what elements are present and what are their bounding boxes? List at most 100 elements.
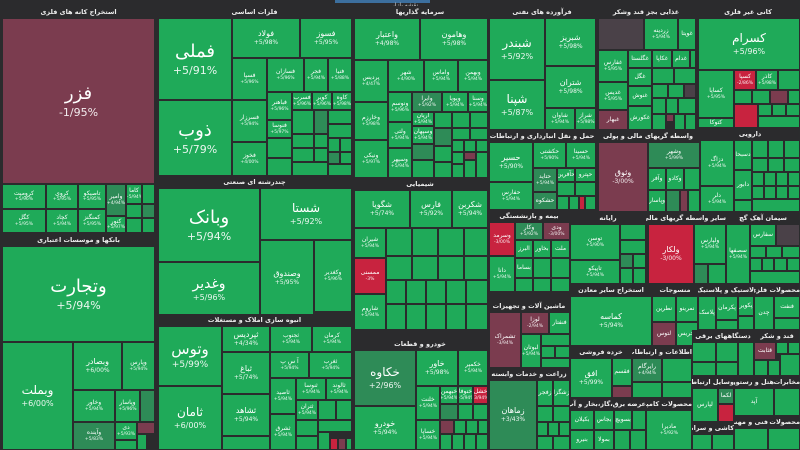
tile[interactable] bbox=[633, 254, 646, 268]
tile[interactable] bbox=[476, 152, 488, 178]
tile[interactable] bbox=[694, 264, 708, 284]
tile-zob[interactable]: ذوب +5/79% bbox=[158, 100, 232, 176]
tile-vaira[interactable]: وایرا +5/92% bbox=[412, 92, 442, 112]
tile[interactable] bbox=[776, 224, 800, 246]
tile[interactable] bbox=[440, 420, 454, 434]
tile[interactable] bbox=[553, 406, 570, 422]
tile[interactable] bbox=[752, 186, 764, 199]
tile-khavar[interactable]: خاور +5/98% bbox=[416, 350, 458, 386]
tile-ghkoorosh[interactable]: غکورش bbox=[628, 106, 652, 130]
tile[interactable] bbox=[406, 304, 426, 330]
tile-hashkooh[interactable]: حشکوه bbox=[533, 192, 557, 210]
tile-samaan[interactable]: ثامان +6/00% bbox=[158, 386, 222, 450]
tile[interactable] bbox=[292, 110, 314, 134]
tile[interactable] bbox=[633, 268, 646, 284]
tile-ghdam[interactable]: غدام bbox=[672, 50, 690, 68]
tile-khbahman[interactable]: خبهمن +5/94% bbox=[440, 386, 458, 404]
tile-zfajr[interactable]: زفجر bbox=[537, 380, 553, 406]
tile[interactable] bbox=[412, 160, 434, 178]
tile-chadan[interactable]: چدن bbox=[754, 296, 774, 330]
tile[interactable] bbox=[452, 128, 470, 140]
tile-bsvich[interactable]: بسویچ bbox=[614, 410, 632, 430]
tile-fasorb[interactable]: فسرب +5/96% bbox=[292, 92, 312, 110]
tile[interactable]: کاما+5/94% bbox=[126, 184, 142, 204]
tile[interactable] bbox=[438, 228, 464, 256]
tile-vsepahan[interactable]: وسپهان +5/94% bbox=[412, 126, 434, 144]
tile[interactable] bbox=[685, 114, 696, 130]
tile[interactable] bbox=[674, 114, 685, 130]
tile-mellat[interactable]: ملت bbox=[551, 240, 570, 258]
tile[interactable] bbox=[750, 246, 766, 258]
tile[interactable] bbox=[126, 218, 142, 233]
tile[interactable] bbox=[412, 228, 438, 256]
tile-shatran[interactable]: شتران +5/98% bbox=[545, 66, 596, 108]
tile[interactable] bbox=[464, 140, 476, 152]
tile-sgharb[interactable]: ثغرب +5/94% bbox=[309, 352, 352, 378]
tile-ghgol[interactable]: غگل bbox=[628, 68, 652, 86]
tile[interactable] bbox=[466, 420, 478, 434]
tile-vsena[interactable]: وسنا +5/94% bbox=[468, 92, 488, 112]
tile-pkerman[interactable]: پکرمان bbox=[716, 296, 738, 320]
tile[interactable] bbox=[764, 186, 776, 199]
tile[interactable] bbox=[541, 358, 570, 368]
tile[interactable] bbox=[434, 146, 452, 162]
tile[interactable] bbox=[555, 346, 570, 358]
tile-namrino[interactable]: نمرینو bbox=[676, 296, 698, 322]
tile[interactable] bbox=[786, 104, 800, 116]
tile[interactable] bbox=[222, 436, 270, 450]
tile[interactable] bbox=[533, 258, 551, 278]
tile-ghdis[interactable]: غدیس +5/95% bbox=[598, 82, 628, 110]
tile-zardineh[interactable]: زردینه +5/94% bbox=[644, 18, 678, 50]
tile-fasepa[interactable]: فسپا +5/96% bbox=[232, 58, 267, 100]
tile-raygam[interactable]: رایرگام +4/94% bbox=[632, 358, 662, 382]
tile[interactable] bbox=[476, 140, 488, 152]
tile[interactable] bbox=[446, 280, 466, 304]
tile[interactable] bbox=[426, 280, 446, 304]
tile-ghgolesta[interactable]: غگلستا bbox=[628, 50, 652, 68]
tile-shekarbon[interactable]: شکربن +5/94% bbox=[452, 190, 488, 228]
tile[interactable] bbox=[452, 112, 470, 128]
tile[interactable] bbox=[632, 410, 646, 430]
tile-madira[interactable]: مادیرا +5/92% bbox=[646, 410, 692, 450]
tile-kerman[interactable]: کرمان +5/94% bbox=[312, 326, 352, 352]
tile[interactable] bbox=[662, 358, 692, 382]
tile[interactable] bbox=[142, 218, 155, 233]
tile[interactable]: کنور +5/97% bbox=[106, 216, 126, 233]
tile-fanaftar[interactable]: فنفتار bbox=[549, 312, 570, 334]
tile[interactable] bbox=[692, 342, 716, 362]
tile-hakashti[interactable]: حکشتی +5/90% bbox=[533, 142, 566, 168]
tile-ghfars[interactable]: غفارس +5/95% bbox=[598, 50, 628, 82]
tile-kazar[interactable]: کاذر +5/98% bbox=[756, 70, 778, 90]
tile[interactable] bbox=[466, 280, 488, 304]
tile[interactable] bbox=[557, 182, 575, 196]
tile-hafars[interactable]: حفارس +5/94% bbox=[489, 182, 533, 210]
tile[interactable] bbox=[292, 134, 314, 148]
tile[interactable] bbox=[452, 152, 464, 164]
tile[interactable] bbox=[338, 438, 346, 450]
tile-ssharg[interactable]: ثشرق +5/94% bbox=[270, 414, 296, 450]
tile-fagsam[interactable]: فقسم bbox=[612, 358, 632, 386]
tile[interactable] bbox=[708, 264, 726, 284]
tile-ofogh[interactable]: افق +5/99% bbox=[570, 358, 612, 398]
tile[interactable] bbox=[598, 18, 644, 50]
tile-foolad[interactable]: فولاد +5/98% bbox=[232, 18, 300, 58]
tile[interactable] bbox=[712, 434, 734, 450]
tile[interactable] bbox=[692, 434, 712, 450]
tile[interactable] bbox=[652, 98, 666, 114]
tile-vnoosam[interactable]: ونوسم +5/96% bbox=[388, 92, 412, 122]
tile-shahr[interactable]: شهر +4/90% bbox=[388, 60, 424, 92]
tile-khnoofa[interactable]: خنوفا+5/94% bbox=[458, 386, 473, 404]
tile-kamaseh[interactable]: کماسه +5/94% bbox=[570, 296, 652, 346]
tile-alborz[interactable]: البرز bbox=[515, 240, 533, 258]
tile-sjonoob[interactable]: ثجنوب +5/94% bbox=[270, 326, 312, 352]
tile-fbahnar[interactable]: فباهنر +5/96% bbox=[267, 92, 292, 120]
tile[interactable] bbox=[473, 404, 488, 420]
tile[interactable] bbox=[762, 258, 774, 271]
tile-sharoom[interactable]: شاروم +5/94% bbox=[354, 294, 386, 330]
tile[interactable] bbox=[292, 162, 328, 176]
tile[interactable] bbox=[788, 90, 800, 104]
tile[interactable] bbox=[620, 240, 646, 254]
tile-vtoos[interactable]: وتوس +5/99% bbox=[158, 326, 222, 386]
tile[interactable] bbox=[466, 304, 488, 330]
tile[interactable] bbox=[533, 278, 551, 292]
